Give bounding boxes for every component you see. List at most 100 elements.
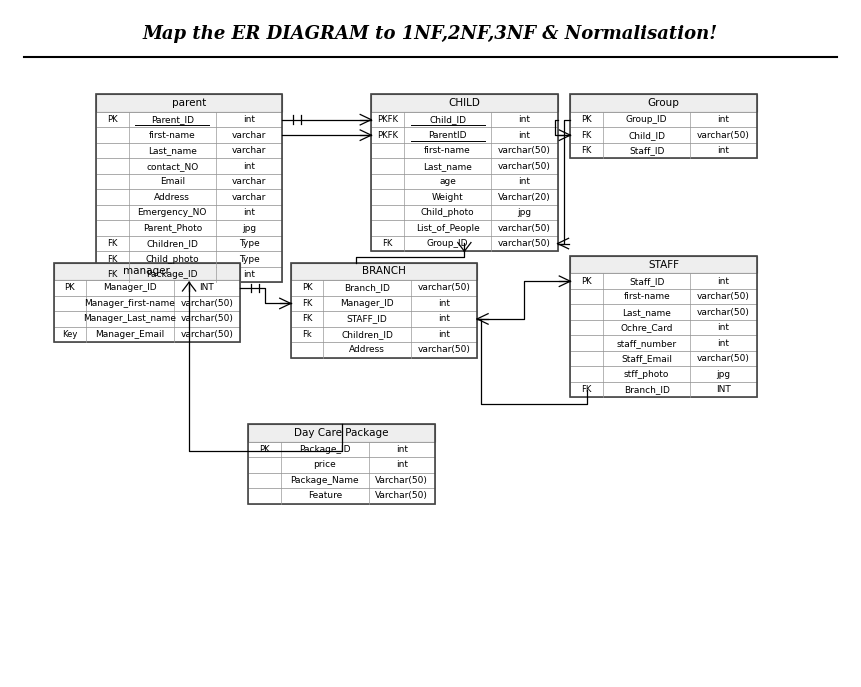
Text: int: int [518, 131, 530, 139]
Text: Staff_Email: Staff_Email [621, 354, 672, 363]
Bar [570, 366, 757, 382]
Text: varchar(50): varchar(50) [697, 131, 750, 139]
Text: PKFK: PKFK [377, 115, 398, 124]
Bar [96, 112, 282, 127]
Text: varchar(50): varchar(50) [181, 299, 233, 308]
Text: first-name: first-name [623, 292, 670, 301]
Text: Email: Email [160, 177, 185, 186]
Text: int: int [243, 161, 255, 170]
Text: Last_name: Last_name [148, 146, 196, 155]
Bar [570, 320, 757, 335]
Text: jpg: jpg [517, 208, 531, 217]
Text: BRANCH: BRANCH [362, 267, 406, 276]
Text: jpg: jpg [716, 370, 731, 379]
Text: varchar: varchar [232, 131, 266, 139]
Text: varchar(50): varchar(50) [498, 239, 551, 248]
Text: varchar(50): varchar(50) [418, 346, 470, 354]
Bar [248, 458, 435, 473]
Text: manager: manager [123, 267, 170, 276]
Bar [248, 442, 435, 458]
Text: PKFK: PKFK [377, 131, 398, 139]
Text: FK: FK [107, 270, 117, 279]
Text: int: int [243, 115, 255, 124]
Text: Child_ID: Child_ID [429, 115, 466, 124]
Text: FK: FK [302, 315, 313, 324]
Text: int: int [518, 115, 530, 124]
Bar [371, 159, 558, 174]
Text: age: age [439, 177, 456, 186]
Text: varchar(50): varchar(50) [498, 223, 551, 233]
Text: STAFF_ID: STAFF_ID [347, 315, 387, 324]
Text: varchar(50): varchar(50) [418, 284, 470, 293]
Bar [96, 143, 282, 159]
Text: int: int [717, 146, 729, 155]
Text: STAFF: STAFF [648, 260, 679, 270]
Bar [96, 94, 282, 282]
Text: varchar(50): varchar(50) [697, 308, 750, 317]
Bar [291, 262, 477, 280]
Bar [96, 94, 282, 112]
Bar [53, 311, 240, 327]
Text: Map the ER DIAGRAM to 1NF,2NF,3NF & Normalisation!: Map the ER DIAGRAM to 1NF,2NF,3NF & Norm… [143, 25, 718, 43]
Text: Manager_ID: Manager_ID [340, 299, 394, 308]
Bar [371, 143, 558, 159]
Text: Child_ID: Child_ID [629, 131, 666, 139]
Text: PK: PK [107, 115, 117, 124]
Bar [371, 221, 558, 236]
Text: int: int [438, 315, 450, 324]
Text: PK: PK [581, 277, 592, 286]
Text: staff_number: staff_number [616, 339, 677, 348]
Bar [291, 295, 477, 311]
Bar [570, 273, 757, 289]
Bar [53, 262, 240, 342]
Bar [570, 112, 757, 127]
Text: varchar: varchar [232, 146, 266, 155]
Text: int: int [518, 177, 530, 186]
Text: int: int [717, 115, 729, 124]
Text: Key: Key [62, 330, 77, 339]
Text: varchar(50): varchar(50) [498, 146, 551, 155]
Text: FK: FK [382, 239, 393, 248]
Bar [291, 262, 477, 358]
Text: price: price [313, 460, 336, 469]
Bar [371, 190, 558, 205]
Bar [291, 311, 477, 327]
Text: int: int [243, 270, 255, 279]
Bar [96, 251, 282, 267]
Bar [570, 94, 757, 159]
Bar [371, 174, 558, 190]
Text: Address: Address [350, 346, 385, 354]
Text: int: int [438, 299, 450, 308]
Text: Branch_ID: Branch_ID [344, 284, 390, 293]
Text: contact_NO: contact_NO [146, 161, 198, 170]
Text: int: int [396, 460, 407, 469]
Text: Group_ID: Group_ID [427, 239, 468, 248]
Text: Last_name: Last_name [423, 161, 472, 170]
Text: INT: INT [716, 385, 731, 394]
Text: Package_ID: Package_ID [299, 445, 350, 454]
Bar [53, 327, 240, 342]
Bar [371, 94, 558, 112]
Text: int: int [717, 277, 729, 286]
Text: Last_name: Last_name [623, 308, 671, 317]
Bar [53, 262, 240, 280]
Text: ParentID: ParentID [429, 131, 467, 139]
Text: Staff_ID: Staff_ID [629, 146, 665, 155]
Text: Staff_ID: Staff_ID [629, 277, 665, 286]
Text: Group: Group [647, 98, 679, 108]
Text: Child_photo: Child_photo [146, 254, 199, 264]
Text: Weight: Weight [431, 192, 463, 201]
Text: Manager_ID: Manager_ID [103, 284, 157, 293]
Text: Fk: Fk [302, 330, 312, 339]
Text: Type: Type [238, 239, 259, 248]
Bar [570, 256, 757, 397]
Text: varchar(50): varchar(50) [498, 161, 551, 170]
Bar [371, 205, 558, 221]
Text: varchar: varchar [232, 177, 266, 186]
Bar [570, 256, 757, 273]
Text: varchar(50): varchar(50) [697, 354, 750, 363]
Text: PK: PK [65, 284, 75, 293]
Bar [96, 190, 282, 205]
Text: Manager_Last_name: Manager_Last_name [84, 315, 177, 324]
Text: Parent_Photo: Parent_Photo [143, 223, 202, 233]
